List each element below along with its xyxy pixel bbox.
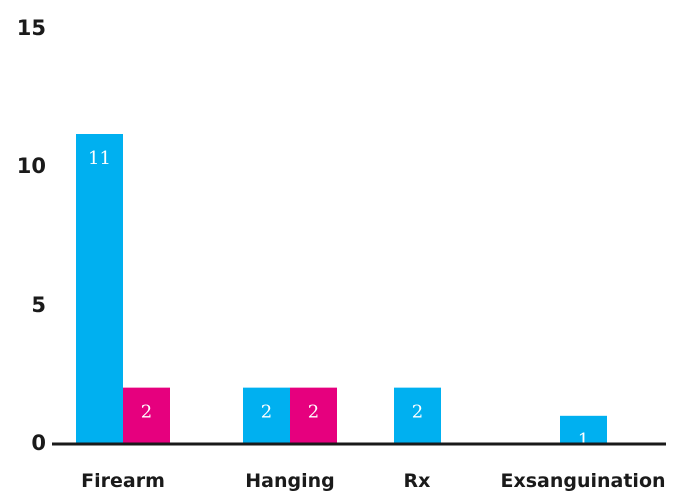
data-label: 11	[88, 148, 111, 169]
y-tick-label: 10	[17, 154, 46, 178]
bar	[394, 387, 441, 444]
x-category-label: Rx	[404, 470, 431, 492]
data-label: 2	[261, 402, 272, 423]
y-tick-label: 0	[31, 431, 46, 455]
bar	[560, 415, 607, 444]
x-category-label: Hanging	[245, 470, 335, 492]
data-label: 2	[412, 402, 423, 423]
y-tick-label: 15	[17, 16, 46, 40]
bars	[76, 134, 607, 444]
bar	[123, 387, 170, 444]
bar	[290, 387, 337, 444]
data-labels: 11 2 2 2 2 1	[88, 148, 589, 451]
bar	[76, 134, 123, 444]
data-label: 2	[141, 402, 152, 423]
data-label: 2	[308, 402, 319, 423]
y-axis-ticks: 0 5 10 15	[17, 16, 46, 455]
data-label: 1	[578, 430, 589, 451]
y-tick-label: 5	[31, 293, 46, 317]
bar	[243, 387, 290, 444]
x-category-label: Exsanguination	[500, 470, 665, 492]
x-axis-categories: Firearm Hanging Rx Exsanguination	[81, 470, 665, 492]
x-category-label: Firearm	[81, 470, 165, 492]
